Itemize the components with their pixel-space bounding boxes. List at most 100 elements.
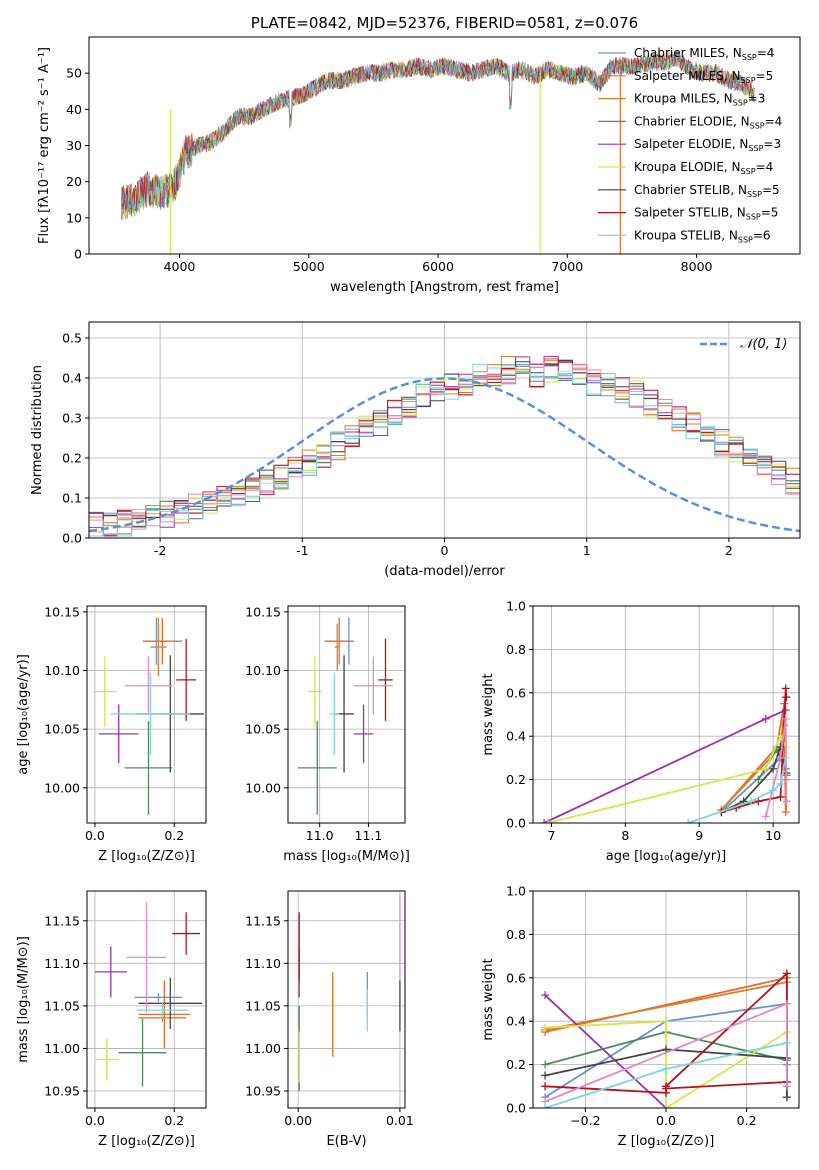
x-tick-label: 9 xyxy=(695,828,703,843)
errorbar-point xyxy=(378,638,393,721)
errorbar-point xyxy=(136,1001,189,1019)
y-tick-label: 10.15 xyxy=(245,604,281,619)
y-tick-label: 1.0 xyxy=(506,884,526,899)
x-axis-label: Z [log₁₀(Z/Z⊙)] xyxy=(98,849,195,864)
spectrum-legend: Chabrier MILES, NSSP=4 Salpeter MILES, NS… xyxy=(598,46,782,244)
mass-weight-marker xyxy=(782,693,791,702)
x-tick-label: 10 xyxy=(765,828,781,843)
x-tick-label: 0.0 xyxy=(656,1113,676,1128)
age_vs_mass-plot-area xyxy=(297,617,393,815)
errorbar-point xyxy=(334,623,340,671)
y-axis-label: Flux [fλ10⁻¹⁷ erg cm⁻² s⁻¹ A⁻¹] xyxy=(37,47,52,244)
y-tick-label: 0.4 xyxy=(62,371,82,386)
legend-entry: 𝒩(0, 1) xyxy=(740,337,787,352)
axes-frame xyxy=(86,890,207,1109)
errorbar-point xyxy=(324,617,354,665)
mass-weight-marker xyxy=(782,969,791,978)
y-tick-label: 10.15 xyxy=(44,604,80,619)
errorbar-point xyxy=(176,638,197,721)
legend-entry: Kroupa MILES, NSSP=3 xyxy=(634,92,765,108)
mass-weight-marker xyxy=(541,1082,550,1091)
x-tick-label: 0.0 xyxy=(85,1113,105,1128)
y-tick-label: 0.6 xyxy=(506,685,526,700)
errorbar-point xyxy=(94,946,127,998)
errorbar-point xyxy=(124,656,173,716)
mass-weight-marker xyxy=(776,792,785,801)
errorbar-point xyxy=(353,656,393,716)
legend-entry: Salpeter STELIB, NSSP=5 xyxy=(634,206,778,222)
y-tick-label: 0.2 xyxy=(506,772,526,787)
y-tick-label: 20 xyxy=(66,174,82,189)
histogram-step xyxy=(89,369,800,535)
y-tick-label: 10.05 xyxy=(44,722,80,737)
mass_vs_Z-plot-area xyxy=(94,902,203,1087)
massweight_vs_Z-plot-area xyxy=(541,969,791,1108)
mass-weight-series-line xyxy=(545,971,788,1094)
mass-weight-marker xyxy=(769,764,778,773)
mass-weight-marker xyxy=(761,764,770,773)
mass-weight-marker xyxy=(662,1084,670,1093)
x-tick-label: 7 xyxy=(547,828,555,843)
y-axis-label: Normed distribution xyxy=(30,365,45,495)
x-tick-label: 2 xyxy=(725,543,733,558)
y-tick-label: 1.0 xyxy=(506,599,526,614)
errorbar-point xyxy=(94,1038,119,1081)
mass-weight-marker xyxy=(662,1104,670,1108)
y-tick-label: 11.10 xyxy=(245,956,281,971)
y-axis-label: mass weight xyxy=(481,673,496,755)
errorbar-point xyxy=(110,672,191,755)
y-tick-label: 0.8 xyxy=(506,927,526,942)
mass-weight-marker xyxy=(761,714,770,723)
x-tick-label: 8000 xyxy=(681,259,713,274)
errorbar-point xyxy=(134,993,183,1002)
x-tick-label: 0.0 xyxy=(85,828,105,843)
errorbar-point xyxy=(329,672,340,755)
mass-weight-marker xyxy=(781,714,790,723)
errorbar-point xyxy=(124,720,173,815)
y-tick-label: 10.10 xyxy=(44,663,80,678)
y-tick-label: 0.1 xyxy=(62,491,82,506)
x-tick-label: 5000 xyxy=(293,259,325,274)
x-tick-label: 6000 xyxy=(422,259,454,274)
mass-weight-marker xyxy=(541,1071,550,1080)
x-tick-label: 0.2 xyxy=(164,828,184,843)
mass_vs_ebv-panel: 0.00 0.01 10.95 11.00 11.05 11.10 11.15 E(B-V) xyxy=(245,890,414,1149)
x-tick-label: 1 xyxy=(583,543,591,558)
y-axis-label: mass [log₁₀(M/M⊙)] xyxy=(16,936,31,1063)
x-tick-label: 7000 xyxy=(551,259,583,274)
y-tick-label: 30 xyxy=(66,138,82,153)
y-tick-label: 0.0 xyxy=(506,816,526,831)
x-axis-label: E(B-V) xyxy=(326,1134,366,1149)
x-tick-label: -2 xyxy=(154,543,166,558)
y-tick-label: 10.00 xyxy=(44,780,80,795)
mass-weight-marker xyxy=(541,1060,550,1069)
x-axis-label: Z [log₁₀(Z/Z⊙)] xyxy=(98,1134,195,1149)
age_vs_Z-panel: 0.0 0.2 10.00 10.05 10.10 10.15 Z [log₁₀(Z/Z⊙)… xyxy=(16,604,207,864)
y-tick-label: 11.00 xyxy=(44,1041,80,1056)
mass-weight-marker xyxy=(781,706,790,715)
y-tick-label: 10.10 xyxy=(245,663,281,678)
legend-entry: Chabrier MILES, NSSP=4 xyxy=(634,46,774,62)
mass-weight-series-line xyxy=(545,1020,788,1108)
mass-weight-marker xyxy=(782,999,791,1008)
y-tick-label: 40 xyxy=(66,102,82,117)
axes-frame xyxy=(532,605,800,824)
normal-reference-curve xyxy=(89,377,800,533)
x-tick-label: 0.2 xyxy=(164,1113,184,1128)
x-tick-label: 0.2 xyxy=(737,1113,757,1128)
errorbar-point xyxy=(138,977,203,1029)
axes-frame xyxy=(287,890,406,1109)
chart-title: PLATE=0842, MJD=52376, FIBERID=0581, z=0… xyxy=(251,14,638,32)
axes-frame xyxy=(86,605,207,824)
mass-weight-marker xyxy=(662,1017,670,1026)
mass-weight-marker xyxy=(540,819,549,823)
mass-weight-marker xyxy=(781,684,790,693)
y-axis-label: mass weight xyxy=(481,958,496,1040)
mass_vs_ebv-plot-area xyxy=(298,895,401,1091)
mass-weight-marker xyxy=(782,797,791,806)
y-tick-label: 10.00 xyxy=(245,780,281,795)
errorbar-point xyxy=(126,902,167,1013)
massweight_vs_age-plot-area xyxy=(540,684,791,823)
massweight_vs_Z-panel: −0.2 0.0 0.2 0.0 0.2 0.4 0.6 0.8 1.0 Z [log₁₀(Z/Z… xyxy=(481,884,800,1149)
